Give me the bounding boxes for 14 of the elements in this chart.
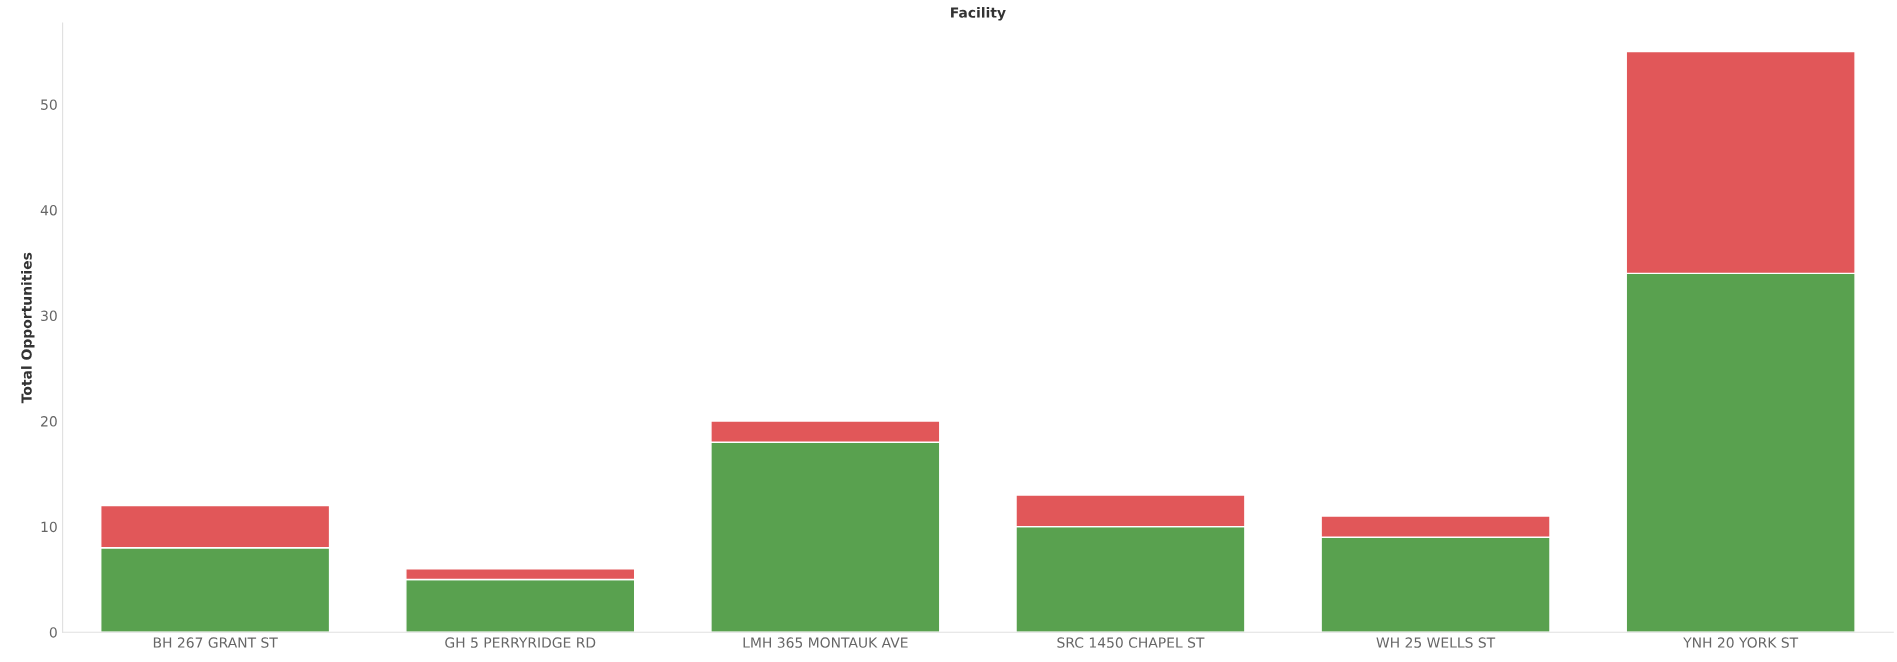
x-tick-label: WH 25 WELLS ST <box>1376 637 1496 648</box>
y-tick-label: 50 <box>41 99 57 110</box>
y-tick-label: 40 <box>40 204 57 216</box>
x-tick-label: LMH 365 MONTAUK AVE <box>743 637 908 648</box>
x-tick-label: GH 5 PERRYRIDGE RD <box>445 637 596 648</box>
y-tick-label: 20 <box>41 416 57 427</box>
x-tick-label: SRC 1450 CHAPEL ST <box>1057 637 1205 648</box>
x-tick-label: YNH 20 YORK ST <box>1683 637 1799 648</box>
y-tick-label: 10 <box>41 521 57 533</box>
y-tick-label: 0 <box>49 627 57 638</box>
chart-title: Facility <box>951 7 1006 21</box>
y-tick-label: 30 <box>41 310 57 322</box>
x-tick-label: BH 267 GRANT ST <box>153 637 278 648</box>
y-axis-title: Total Opportunities <box>21 252 35 404</box>
